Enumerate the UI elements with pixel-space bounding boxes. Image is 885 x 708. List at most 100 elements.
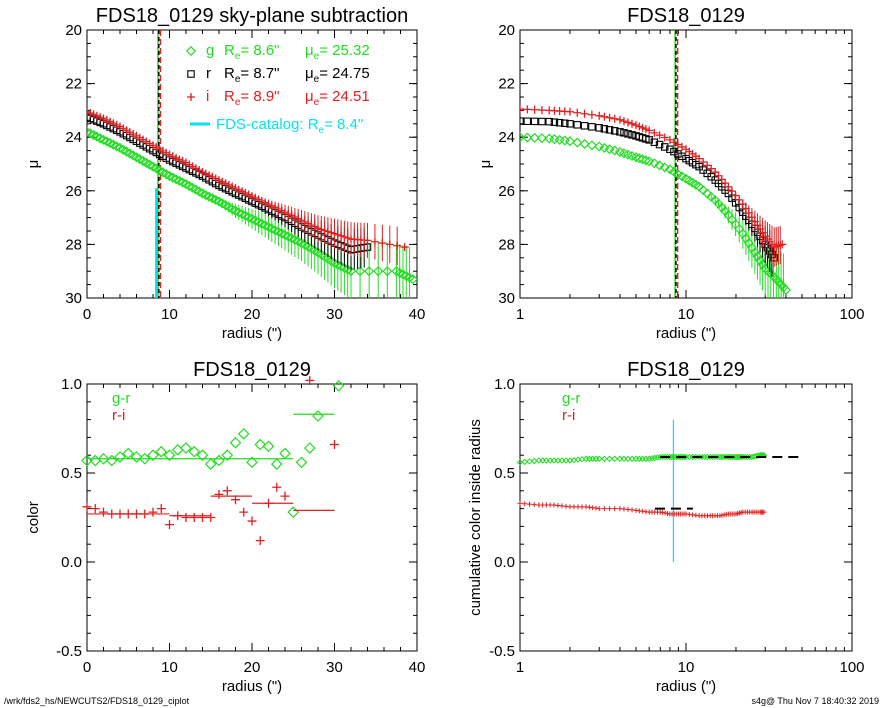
g-r-point: [196, 449, 209, 462]
g-point: [637, 154, 648, 165]
r-i-point: [761, 509, 767, 515]
r-i-point: [272, 482, 282, 492]
y-tick-label: 24: [65, 129, 82, 146]
i-point: [628, 119, 637, 128]
i-point: [707, 164, 716, 173]
panel-top-left: 0 10 20 30 40 20 22 24 26 28 30 FDS18_0129 sky-plan…: [25, 5, 425, 342]
g-r-point: [229, 436, 242, 449]
g-point: [659, 162, 670, 173]
g-point: [780, 284, 791, 296]
i-point: [587, 110, 596, 119]
chart-title: FDS18_0129: [627, 359, 745, 381]
g-r-point: [592, 455, 600, 462]
x-tick-label: 0: [83, 306, 91, 323]
legend-g-mue: μe= 25.32: [305, 42, 370, 62]
x-tick-label: 1: [516, 306, 524, 323]
y-tick-label: 28: [498, 236, 515, 253]
g-r-point: [516, 459, 524, 466]
r-i-point: [330, 440, 339, 450]
r-point: [588, 123, 596, 131]
g-r-point: [147, 449, 159, 462]
r-point: [538, 117, 546, 126]
i-point: [595, 111, 604, 120]
x-tick-label: 20: [244, 659, 261, 676]
g-point: [382, 266, 393, 277]
x-axis-label: radius ("): [222, 325, 282, 342]
x-tick-label: 10: [161, 659, 178, 676]
r-i-point: [148, 507, 158, 517]
r-point: [520, 117, 524, 125]
g-point: [373, 266, 384, 277]
g-point: [634, 153, 645, 164]
i-point: [580, 109, 589, 118]
g-r-point: [526, 458, 533, 465]
g-point: [594, 141, 605, 152]
g-r-point: [287, 506, 300, 519]
r-i-point: [90, 504, 100, 514]
r-i-point: [255, 536, 265, 546]
legend-r-i: r-i: [562, 407, 575, 424]
g-r-point: [246, 456, 258, 469]
g-r-point: [97, 452, 110, 465]
g-r-point: [595, 455, 603, 462]
r-i-point: [517, 500, 523, 506]
g-r-point: [163, 449, 176, 462]
r-point: [605, 126, 614, 134]
g-r-point: [295, 456, 308, 469]
y-tick-label: 20: [498, 22, 515, 39]
data-layer: [520, 30, 791, 298]
r-point: [550, 118, 559, 126]
data-layer: [87, 30, 417, 298]
i-point: [605, 113, 614, 122]
i-point: [610, 114, 619, 123]
g-point: [649, 158, 660, 169]
g-point: [622, 149, 634, 160]
i-point: [660, 133, 669, 142]
g-r-point: [254, 438, 267, 451]
g-r-point: [188, 445, 201, 458]
i-point: [650, 128, 659, 137]
legend-r-marker: [187, 70, 195, 78]
g-r-point: [270, 458, 283, 470]
g-r-point: [645, 455, 653, 462]
i-point: [400, 243, 409, 252]
r-i-point: [181, 513, 191, 522]
g-r-point: [303, 442, 316, 454]
legend-r-i: r-i: [112, 407, 125, 424]
r-point: [678, 152, 686, 161]
r-point: [545, 117, 553, 126]
g-point: [407, 274, 417, 285]
i-point: [523, 105, 532, 114]
g-point: [640, 155, 651, 166]
r-point: [187, 70, 195, 78]
g-point: [579, 138, 590, 149]
r-i-point: [601, 506, 607, 512]
i-point: [393, 241, 402, 250]
g-point: [345, 266, 357, 277]
legend-i-mue: μe= 24.51: [305, 88, 370, 108]
i-point: [655, 131, 664, 140]
footer-left: /wrk/fds2_hs/NEWCUTS2/FDS18_0129_ciplot: [4, 696, 190, 706]
g-r-point: [718, 453, 726, 461]
y-tick-label: 26: [65, 183, 82, 200]
g-point: [572, 137, 583, 148]
chart-title: FDS18_0129: [193, 359, 311, 381]
y-tick-label: -0.5: [56, 643, 82, 660]
chart-title: FDS18_0129 sky-plane subtraction: [96, 5, 408, 27]
g-r-point: [171, 444, 184, 456]
g-point: [630, 152, 642, 163]
i-point: [537, 106, 546, 115]
r-i-point: [156, 504, 166, 514]
g-r-point: [312, 410, 324, 422]
i-point: [774, 241, 783, 250]
g-r-point: [648, 455, 656, 462]
x-tick-label: 1: [516, 659, 524, 676]
r-point: [600, 125, 609, 133]
i-point: [385, 240, 394, 249]
y-axis-label: cumulative color inside radius: [467, 419, 484, 616]
g-point: [654, 160, 665, 171]
r-point: [566, 120, 574, 128]
x-axis-label: radius ("): [222, 678, 282, 695]
r-i-point: [596, 506, 602, 512]
